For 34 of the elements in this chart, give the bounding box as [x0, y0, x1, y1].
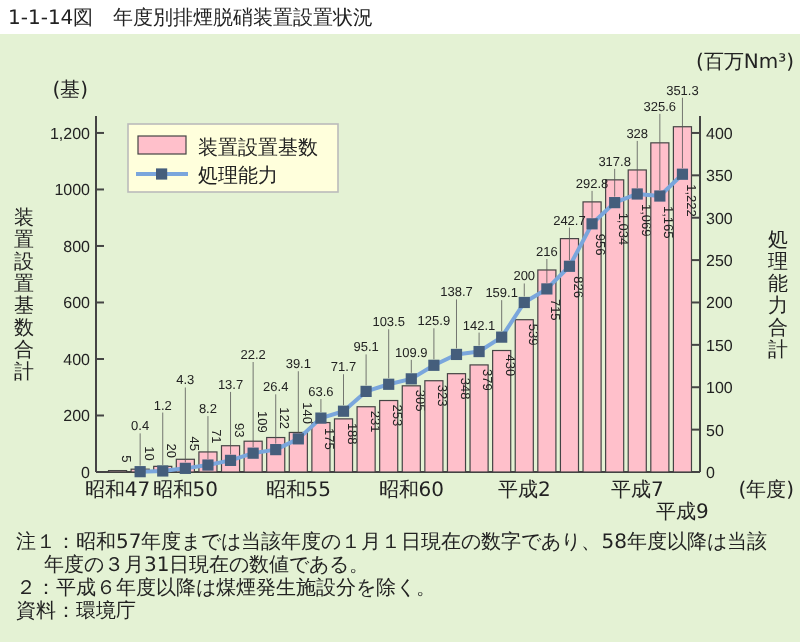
legend-label: 装置設置基数 — [198, 136, 318, 160]
x-axis-title: (年度) — [738, 478, 795, 502]
chart-title: 1-1-14図 年度別排煙脱硝装置設置状況 — [8, 6, 374, 30]
y2-tick-label: 100 — [706, 379, 734, 398]
x-tick-label: 昭和47 — [84, 478, 151, 502]
y-tick-label: 400 — [63, 350, 92, 369]
y2-tick-label: 300 — [706, 209, 734, 228]
x-tick-label: 平成7 — [610, 478, 664, 502]
y-tick-label: 600 — [63, 294, 92, 313]
x-tick-label: 昭和50 — [152, 478, 219, 502]
y2-tick-label: 150 — [706, 336, 734, 355]
y2-tick-label: 50 — [706, 421, 725, 440]
y2-tick-label: 0 — [706, 464, 716, 482]
y2-tick-label: 250 — [706, 252, 734, 271]
x-tick-label: 昭和55 — [265, 478, 332, 502]
y-tick-label: 0 — [81, 464, 92, 482]
y2-tick-label: 350 — [706, 167, 734, 186]
y-tick-label: 1,200 — [49, 124, 92, 143]
y-tick-label: 200 — [63, 407, 92, 426]
y2-axis-title: 処理能力合計 — [768, 230, 788, 362]
y-axis-title: 装置設置基数合計 — [14, 206, 34, 384]
text: ２：平成６年度以降は煤煙発生施設分を除く。 — [16, 576, 436, 600]
y-tick-label: 1000 — [54, 181, 92, 200]
y2-tick-label: 400 — [706, 124, 734, 143]
x-tick-label: 昭和60 — [378, 478, 445, 502]
text: 注１：昭和57年度までは当該年度の１月１日現在の数字であり、58年度以降は当該年度の３月31日現在の数値である。 — [16, 530, 767, 577]
text: (百万Nm³) — [695, 52, 795, 74]
text: 資料：環境庁 — [16, 599, 136, 623]
x-tick-label: 平成2 — [497, 478, 551, 502]
y2-tick-label: 200 — [706, 294, 734, 313]
legend-label: 処理能力 — [198, 164, 278, 188]
text: (基) — [52, 78, 89, 102]
x-tick-label: 平成9 — [656, 500, 709, 524]
y-tick-label: 800 — [63, 237, 92, 256]
